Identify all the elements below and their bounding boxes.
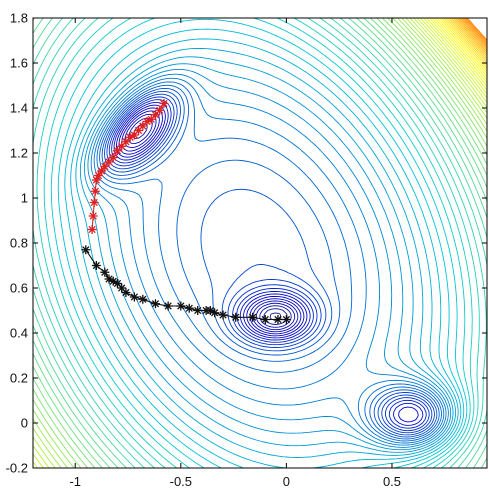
data-point [273, 315, 283, 324]
contour-line [419, 18, 487, 99]
contour-line [87, 68, 449, 448]
contour-line [113, 101, 424, 426]
contour-line [451, 18, 487, 59]
data-point [89, 198, 99, 207]
y-tick-label: 0 [21, 416, 28, 431]
y-tick-label: 0.4 [10, 326, 28, 341]
contour-line [90, 73, 447, 446]
data-point [155, 105, 165, 115]
y-tick-label: 0.2 [10, 371, 28, 386]
contour-line [50, 18, 468, 468]
contour-line [124, 113, 299, 333]
data-point [184, 303, 194, 313]
contour-line [465, 18, 487, 43]
data-point [93, 171, 103, 180]
contour-line [99, 84, 440, 440]
data-point [121, 288, 131, 297]
y-tick-label: 1.8 [10, 11, 28, 26]
data-point [138, 294, 148, 304]
data-point [138, 121, 148, 131]
contour-line [33, 18, 487, 468]
contour-line [434, 18, 487, 80]
data-point [88, 211, 98, 221]
contour-line [33, 18, 487, 468]
contour-line [79, 56, 454, 453]
data-point [81, 245, 91, 255]
contour-line [104, 90, 435, 436]
data-point [87, 225, 97, 234]
data-point [248, 312, 258, 322]
contour-line [108, 96, 430, 432]
data-point [281, 315, 291, 324]
contour-line [436, 18, 487, 77]
y-tick-label: 1.4 [10, 101, 28, 116]
contour-line [33, 18, 487, 468]
contour-line [33, 18, 487, 468]
contour-line [36, 18, 475, 468]
contour-line [447, 18, 487, 64]
contour-line [438, 18, 487, 74]
contour-line [70, 38, 459, 468]
contour-line [33, 18, 487, 468]
data-point [231, 312, 241, 322]
data-point [97, 166, 107, 176]
contour-line [121, 110, 302, 335]
data-point [163, 301, 173, 311]
contour-line [33, 18, 487, 468]
contour-line [33, 18, 487, 468]
y-tick-label: 1.2 [10, 146, 28, 161]
contour-line [111, 99, 427, 429]
contour-line [33, 18, 487, 468]
contour-line [33, 18, 487, 468]
contour-line [454, 18, 487, 55]
data-point [104, 274, 114, 284]
data-point [218, 310, 228, 320]
y-tick-label: 1.6 [10, 56, 28, 71]
y-tick-label: -0.2 [6, 461, 28, 476]
contour-line [461, 18, 487, 47]
contour-line [33, 18, 480, 468]
contour-line [33, 18, 487, 468]
data-point [193, 306, 203, 315]
contour-line [43, 18, 471, 468]
data-point [100, 267, 110, 277]
data-point [90, 186, 100, 196]
data-point [129, 292, 139, 302]
contour-line [64, 28, 462, 468]
contour-line [445, 18, 487, 66]
axis-ticks: -1 -0.5 0 0.5 -0.2 0 0.2 0.4 0.6 0.8 1 1.2 1.4 1.6 1.8 [6, 11, 487, 489]
contour-line [106, 93, 433, 434]
data-point [108, 153, 118, 162]
contour-line [93, 77, 445, 444]
contour-line [33, 18, 487, 468]
trajectory-markers [81, 99, 291, 324]
contour-line [57, 18, 465, 468]
data-point [159, 99, 169, 108]
data-point [91, 261, 101, 270]
data-point [150, 299, 160, 309]
contour-line [449, 18, 487, 61]
y-tick-label: 0.8 [10, 236, 28, 251]
x-tick-label: -1 [69, 474, 81, 489]
contour-line [464, 18, 487, 44]
contour-line [101, 87, 438, 438]
contour-line [96, 81, 442, 442]
contour-line [127, 117, 296, 331]
data-point [260, 315, 270, 324]
contour-line [75, 47, 457, 458]
x-tick-label: 0 [283, 474, 290, 489]
x-tick-label: 0.5 [383, 474, 401, 489]
contour-line [33, 18, 487, 468]
contour-line [83, 63, 452, 451]
y-tick-label: 1 [21, 191, 28, 206]
data-point [176, 301, 186, 311]
data-point [117, 283, 127, 293]
data-point [146, 114, 156, 124]
y-tick-label: 0.6 [10, 281, 28, 296]
data-point [210, 308, 220, 318]
x-tick-label: -0.5 [170, 474, 192, 489]
contour-line [458, 18, 487, 51]
